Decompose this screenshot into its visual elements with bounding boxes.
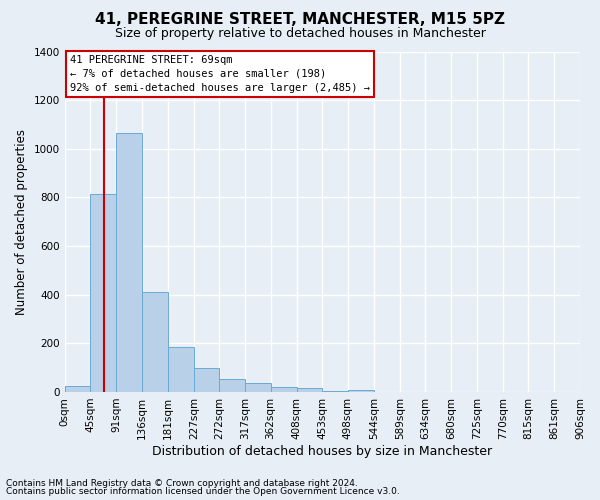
Text: Size of property relative to detached houses in Manchester: Size of property relative to detached ho… xyxy=(115,28,485,40)
Bar xyxy=(322,390,348,392)
Bar xyxy=(65,386,90,392)
Bar xyxy=(348,390,374,392)
Bar xyxy=(271,387,297,392)
Bar xyxy=(194,368,220,392)
Text: Contains public sector information licensed under the Open Government Licence v3: Contains public sector information licen… xyxy=(6,487,400,496)
Bar xyxy=(220,378,245,392)
Y-axis label: Number of detached properties: Number of detached properties xyxy=(15,128,28,314)
Text: Contains HM Land Registry data © Crown copyright and database right 2024.: Contains HM Land Registry data © Crown c… xyxy=(6,478,358,488)
Bar xyxy=(116,133,142,392)
X-axis label: Distribution of detached houses by size in Manchester: Distribution of detached houses by size … xyxy=(152,444,493,458)
Bar xyxy=(245,384,271,392)
Text: 41, PEREGRINE STREET, MANCHESTER, M15 5PZ: 41, PEREGRINE STREET, MANCHESTER, M15 5P… xyxy=(95,12,505,28)
Bar xyxy=(297,388,322,392)
Bar xyxy=(167,347,194,392)
Bar xyxy=(90,194,116,392)
Bar xyxy=(142,292,167,392)
Text: 41 PEREGRINE STREET: 69sqm
← 7% of detached houses are smaller (198)
92% of semi: 41 PEREGRINE STREET: 69sqm ← 7% of detac… xyxy=(70,55,370,93)
